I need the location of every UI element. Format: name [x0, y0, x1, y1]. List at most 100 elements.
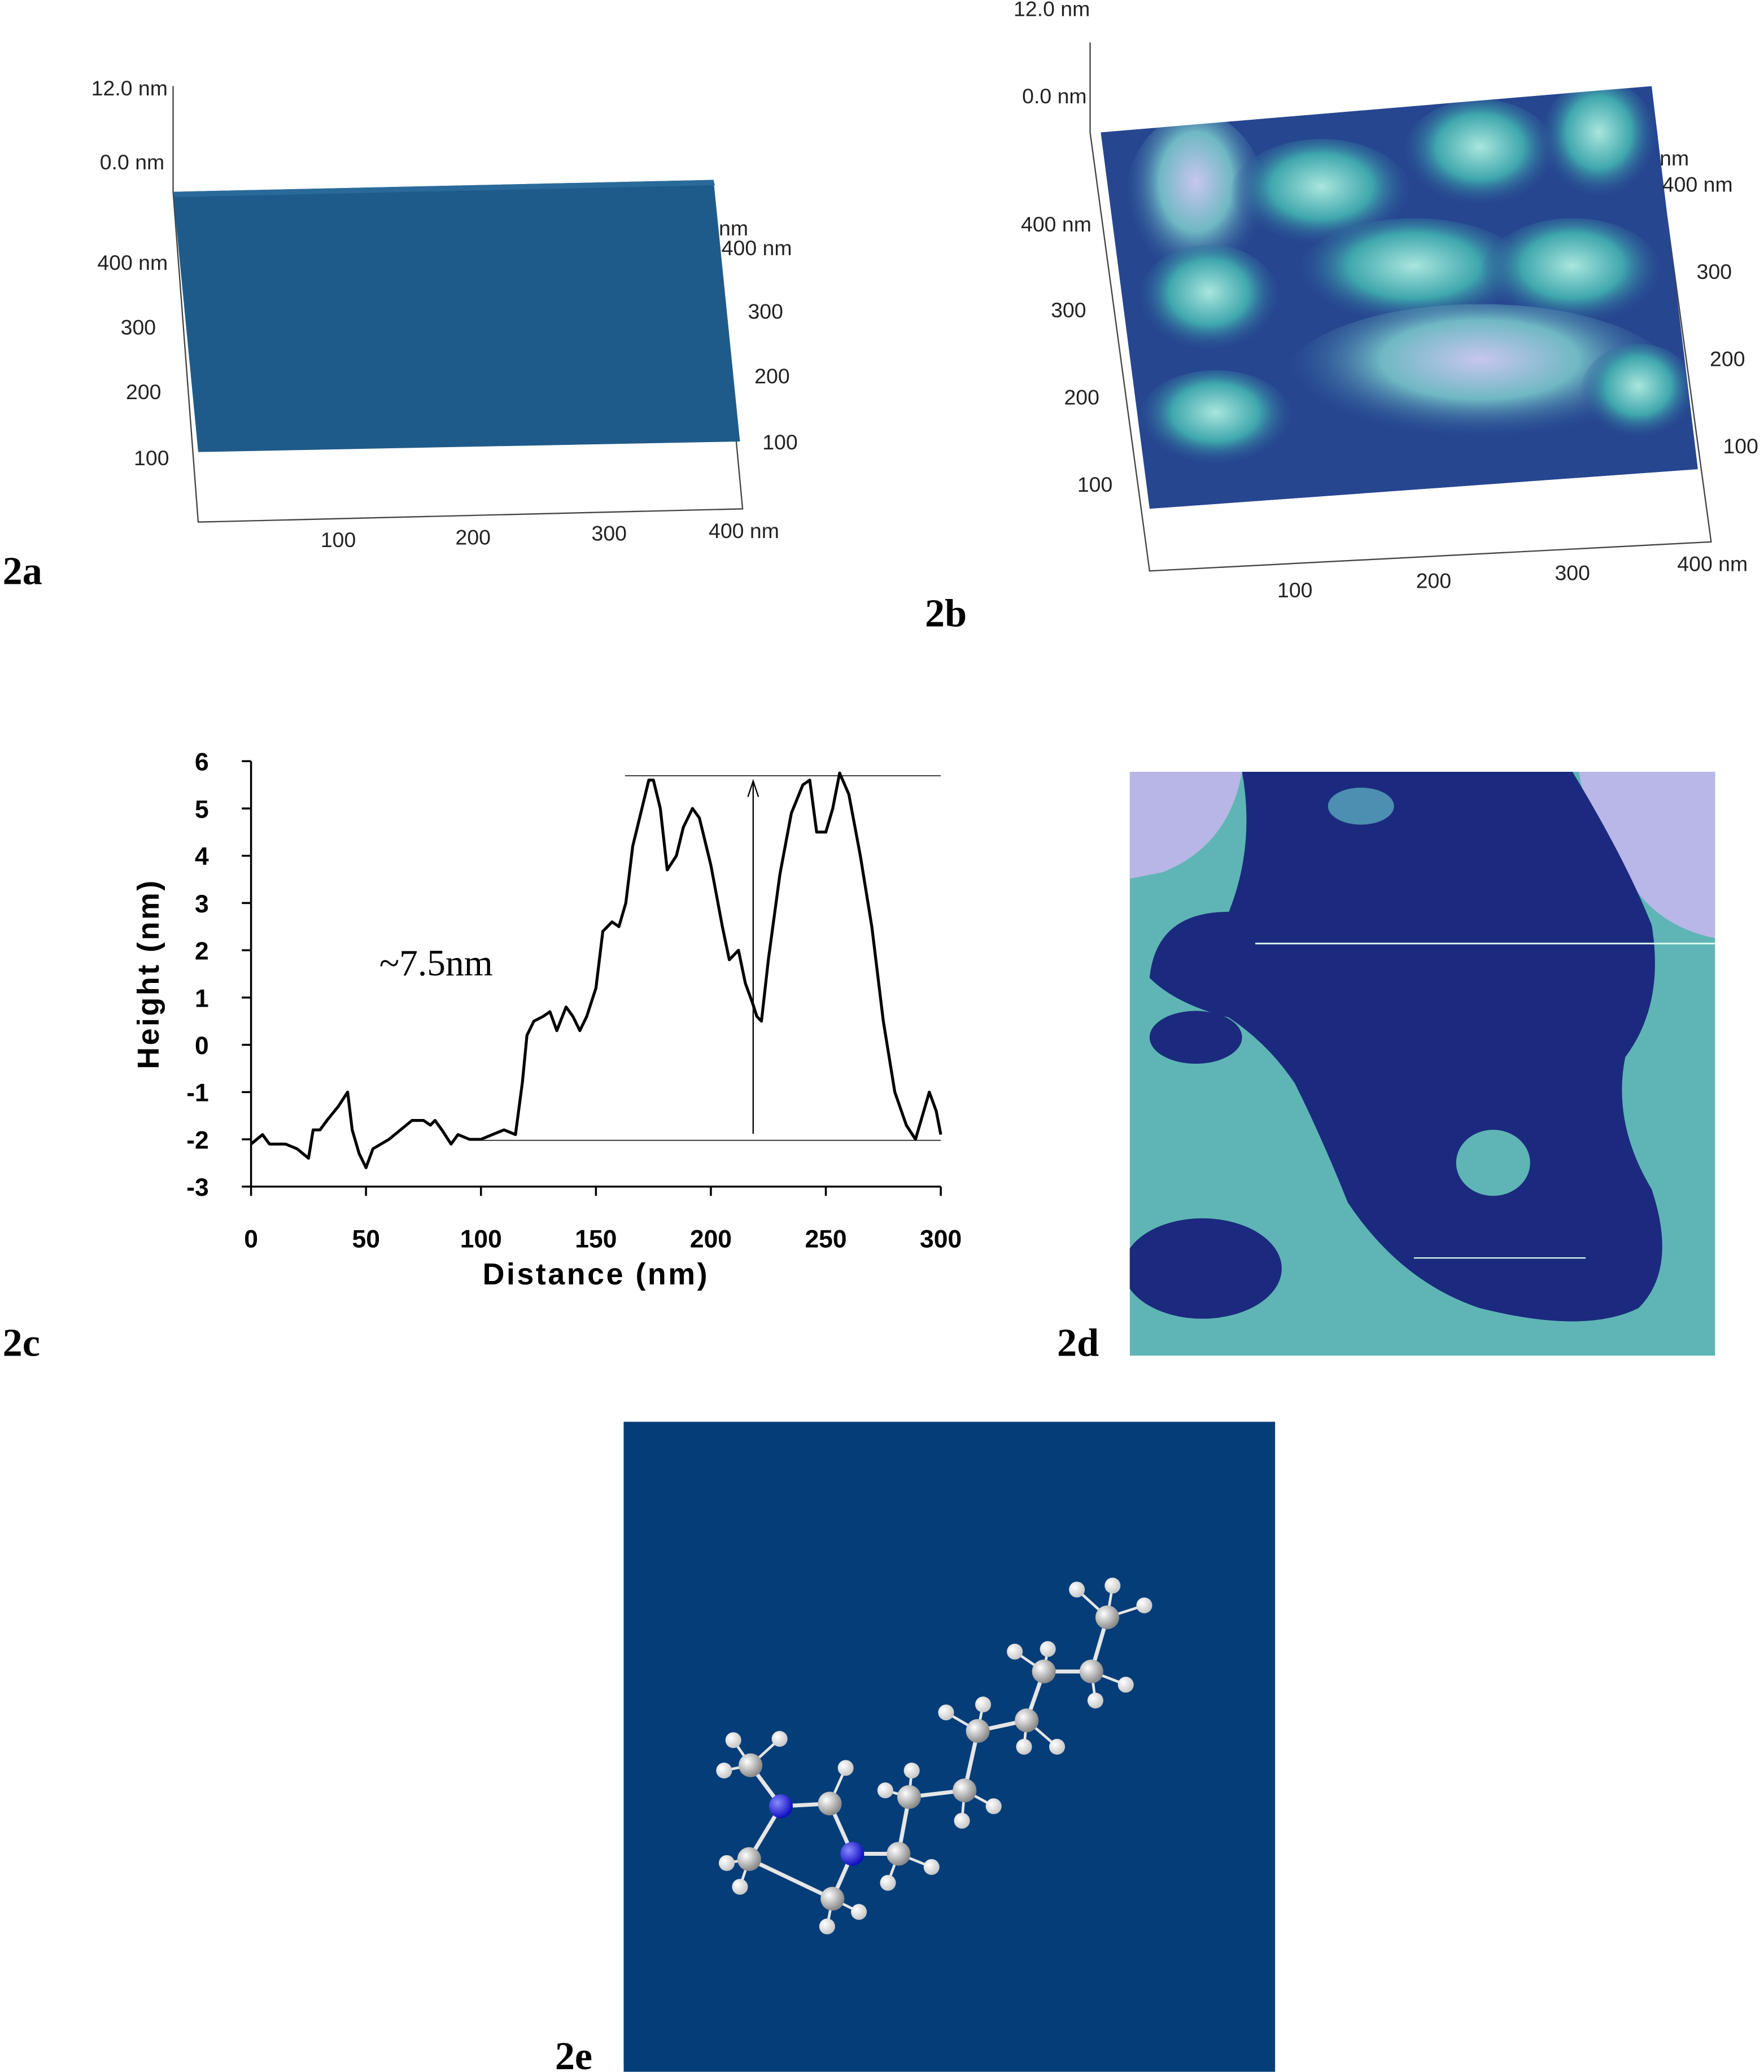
carbon-atom — [818, 1791, 842, 1816]
hydrogen-atom — [954, 1812, 970, 1829]
y-tick-label: 0 — [195, 1032, 209, 1060]
y-tick-label: 3 — [195, 890, 209, 918]
y-tick-label: 1 — [195, 985, 209, 1012]
x-axis-label: 300 — [592, 521, 627, 545]
y-axis-label: 300 — [1051, 298, 1086, 322]
carbon-atom — [739, 1753, 763, 1777]
y-tick-label: 5 — [195, 795, 209, 823]
hydrogen-atom — [771, 1730, 788, 1747]
x-tick-label: 250 — [805, 1225, 846, 1253]
hydrogen-atom — [1136, 1597, 1152, 1614]
y-axis-label: 100 — [1723, 434, 1758, 458]
panel-label: 2d — [1057, 1321, 1099, 1365]
y-axis-label: 300 — [1697, 260, 1732, 283]
x-axis-label: 200 — [456, 525, 491, 549]
panel-label: 2b — [925, 592, 967, 636]
surface-edge — [173, 180, 715, 198]
hydrogen-atom — [719, 1855, 735, 1871]
y-tick-label: -2 — [186, 1126, 209, 1154]
light-island — [1328, 788, 1394, 825]
y-axis-label: 400 nm — [97, 251, 168, 274]
hydrogen-atom — [938, 1704, 954, 1721]
x-tick-label: 200 — [690, 1225, 732, 1253]
axis-frame — [1089, 42, 1712, 572]
surface — [1101, 86, 1698, 509]
hydrogen-atom — [725, 1732, 741, 1748]
y-tick-label: 4 — [195, 843, 209, 871]
bond — [748, 1857, 833, 1901]
panel-e — [623, 1422, 1276, 2072]
x-axis-title: Distance (nm) — [483, 1257, 709, 1291]
y-tick-label: -3 — [186, 1174, 209, 1201]
x-axis-label: 100 — [321, 528, 356, 552]
y-axis-label: 300 — [121, 315, 156, 339]
carbon-atom — [897, 1785, 922, 1809]
panel-b — [1089, 42, 1712, 572]
hydrogen-atom — [880, 1874, 896, 1891]
z-axis-label: 0.0 nm — [100, 150, 164, 174]
y-tick-label: -1 — [186, 1079, 209, 1107]
z-axis-label: 0.0 nm — [1022, 84, 1086, 108]
y-axis-label: 200 — [126, 380, 161, 404]
hydrogen-atom — [1016, 1738, 1032, 1755]
x-axis-label: 100 — [1277, 578, 1312, 602]
nitrogen-atom — [840, 1842, 864, 1866]
hydrogen-atom — [975, 1697, 992, 1713]
hydrogen-atom — [923, 1859, 940, 1875]
carbon-atom — [953, 1778, 977, 1803]
x-tick-label: 150 — [575, 1225, 617, 1253]
carbon-atom — [737, 1847, 761, 1871]
light-patch — [1579, 771, 1715, 938]
hydrogen-atom — [1087, 1693, 1103, 1709]
z-axis-label: 12.0 nm — [1014, 0, 1090, 20]
y-axis-label: 100 — [1077, 473, 1112, 496]
hydrogen-atom — [1049, 1738, 1066, 1755]
hydrogen-atom — [851, 1904, 867, 1920]
y-axis-label: 200 — [1064, 385, 1099, 409]
y-axis-label: 100 — [762, 430, 797, 454]
light-patch — [1129, 771, 1242, 879]
x-axis-label: 200 — [1416, 569, 1451, 593]
y-axis-label: 400 nm — [722, 236, 792, 260]
hydrogen-atom — [877, 1782, 893, 1799]
panel-label: 2a — [3, 549, 42, 593]
y-axis-label: 400 nm — [1662, 173, 1733, 196]
carbon-atom — [1079, 1659, 1103, 1684]
x-tick-label: 0 — [244, 1225, 258, 1253]
x-axis-label: 400 nm — [709, 519, 779, 543]
y-axis-label: 400 nm — [1021, 212, 1091, 236]
z-axis-label: 12.0 nm — [91, 76, 168, 100]
line-chart: -3 -2 -1 0 1 2 3 4 5 6 0 50 100 150 200 250 300 Distance … — [132, 749, 962, 1291]
y-tick-label: 6 — [195, 749, 209, 776]
x-axis-label: 400 nm — [1677, 552, 1748, 575]
arrow-head — [747, 779, 759, 797]
hydrogen-atom — [732, 1878, 748, 1895]
x-tick-label: 100 — [460, 1225, 502, 1253]
carbon-atom — [1015, 1708, 1039, 1733]
carbon-atom — [1032, 1659, 1056, 1684]
annotation: ~7.5nm — [379, 943, 493, 983]
x-axis-label: 300 — [1555, 561, 1590, 585]
y-axis-label: 300 — [748, 299, 783, 323]
hydrogen-atom — [1007, 1643, 1023, 1660]
light-island — [1456, 1130, 1530, 1196]
y-axis-title: Height (nm) — [132, 878, 165, 1069]
data-line — [250, 771, 942, 1169]
y-axis-label: 200 — [1710, 347, 1745, 371]
hydrogen-atom — [1104, 1577, 1121, 1594]
y-axis-label: nm — [1660, 146, 1689, 170]
hydrogen-atom — [716, 1763, 732, 1779]
y-axis-label: nm — [719, 216, 748, 240]
x-tick-label: 50 — [352, 1225, 379, 1253]
y-axis-label: 200 — [754, 364, 789, 388]
dark-region — [1149, 771, 1662, 1322]
x-tick-label: 300 — [920, 1225, 962, 1253]
hydrogen-atom — [985, 1798, 1002, 1815]
hydrogen-atom — [903, 1763, 920, 1779]
dark-region — [1129, 1218, 1282, 1319]
panel-d — [1129, 771, 1715, 1356]
hydrogen-atom — [837, 1760, 854, 1776]
hydrogen-atom — [819, 1918, 835, 1935]
image-background — [623, 1422, 1276, 2072]
